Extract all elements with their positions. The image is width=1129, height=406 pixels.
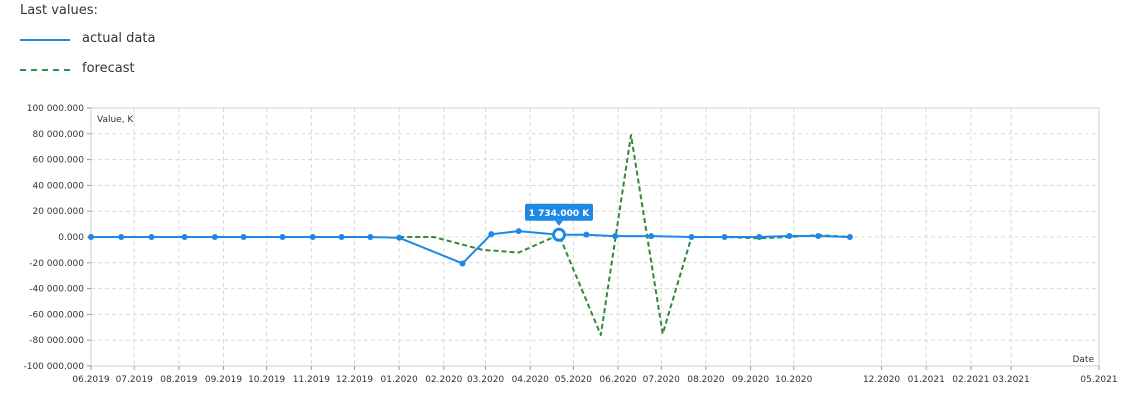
legend-swatch-dashed [20, 69, 70, 71]
legend-item-actual-data[interactable]: actual data [20, 31, 300, 47]
x-tick-label: 02.2021 [952, 375, 989, 385]
y-tick-label: 80 000.000 [32, 130, 84, 140]
series-line-actual-data [91, 230, 850, 265]
x-tick-label: 10.2019 [248, 375, 285, 385]
y-tick-label: -20 000.000 [29, 259, 84, 269]
x-tick-label: 09.2020 [732, 375, 769, 385]
y-tick-label: -100 000.000 [23, 362, 84, 372]
data-point [148, 234, 155, 240]
x-tick-label: 03.2021 [993, 375, 1030, 385]
series-layer [88, 134, 853, 336]
series-line-forecast [399, 134, 850, 336]
data-point [648, 233, 655, 240]
x-tick-label: 09.2019 [205, 375, 242, 385]
data-point [240, 234, 247, 240]
x-tick-label: 12.2019 [336, 375, 373, 385]
y-tick-label: -40 000.000 [29, 285, 84, 295]
data-point [612, 233, 619, 240]
tooltip-box [525, 203, 593, 221]
legend-title: Last values: [20, 3, 98, 18]
y-axis-label: Value, K [97, 115, 134, 125]
legend-item-forecast[interactable]: forecast [20, 61, 300, 77]
data-point [688, 234, 695, 240]
legend-label: forecast [82, 61, 135, 76]
data-point [367, 234, 374, 240]
y-tick-label: 40 000.000 [32, 181, 84, 191]
x-axis: 06.2019 07.2019 08.2019 09.2019 10.2019 11.20… [72, 366, 1118, 385]
x-tick-label: 05.2020 [555, 375, 592, 385]
data-point [181, 234, 188, 240]
tooltip-label: 1 734.000 K [529, 209, 591, 219]
x-tick-label: 10.2020 [775, 375, 812, 385]
data-point [515, 228, 522, 235]
x-tick-label: 01.2020 [381, 375, 418, 385]
x-tick-label: 05.2021 [1080, 375, 1117, 385]
x-tick-label: 02.2020 [425, 375, 462, 385]
highlight-layer: 1 734.000 K [525, 203, 593, 242]
highlight-point [552, 227, 566, 242]
data-point [459, 260, 466, 267]
y-tick-label: -80 000.000 [29, 336, 84, 346]
data-point [118, 234, 125, 240]
x-tick-label: 08.2020 [687, 375, 724, 385]
data-point [279, 234, 286, 240]
y-tick-label: 20 000.000 [32, 207, 84, 217]
legend-swatch-solid [20, 39, 70, 41]
data-point [338, 234, 345, 240]
data-point [396, 234, 403, 241]
x-tick-label: 04.2020 [512, 375, 549, 385]
data-point [815, 232, 822, 239]
x-tick-label: 01.2021 [908, 375, 945, 385]
x-tick-label: 07.2020 [643, 375, 680, 385]
data-point [786, 232, 793, 239]
data-point [583, 231, 590, 238]
data-point [721, 234, 728, 240]
y-axis: 100 000.000 80 000.000 60 000.000 40 000.00… [23, 104, 91, 372]
x-tick-label: 11.2019 [293, 375, 330, 385]
y-tick-label: 60 000.000 [32, 156, 84, 166]
x-tick-label: 12.2020 [863, 375, 900, 385]
data-point [309, 234, 316, 240]
x-tick-label: 06.2020 [599, 375, 636, 385]
y-tick-label: 0.000 [58, 233, 84, 243]
x-axis-label: Date [1072, 355, 1094, 365]
data-point [88, 234, 94, 240]
x-tick-label: 06.2019 [72, 375, 109, 385]
y-tick-label: 100 000.000 [27, 104, 85, 114]
x-tick-label: 08.2019 [160, 375, 197, 385]
x-tick-label: 03.2020 [467, 375, 504, 385]
x-tick-label: 07.2019 [116, 375, 153, 385]
y-tick-label: -60 000.000 [29, 310, 84, 320]
data-point [488, 231, 495, 238]
tooltip-pointer [555, 220, 563, 226]
data-point [846, 234, 853, 240]
data-point [211, 234, 218, 240]
legend-label: actual data [82, 31, 156, 46]
data-point [756, 234, 763, 240]
